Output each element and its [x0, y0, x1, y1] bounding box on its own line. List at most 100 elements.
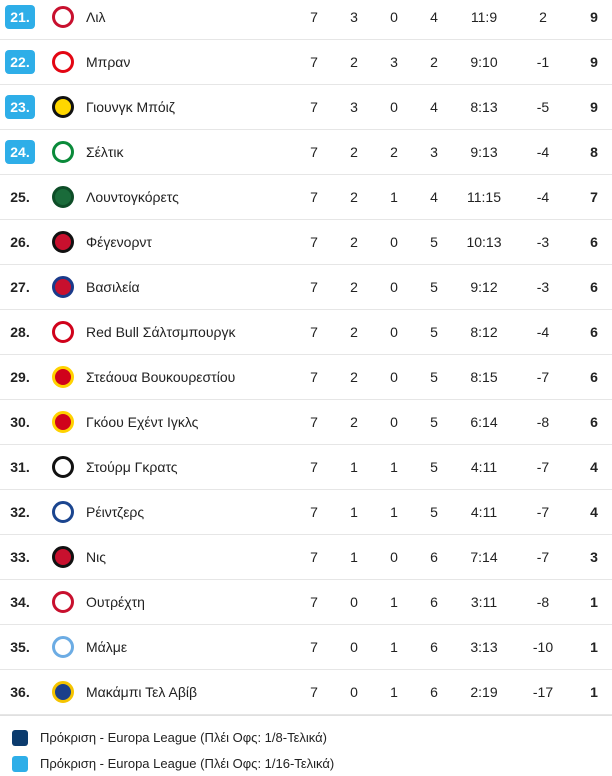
stat-cell: 8:12 — [470, 324, 498, 340]
team-name: Λουντογκόρετς — [86, 189, 179, 205]
stat-cell: 6:14 — [470, 414, 498, 430]
team-logo — [52, 636, 74, 658]
stat-cell: 0 — [390, 369, 398, 385]
stat-cell: -7 — [536, 459, 550, 475]
stat-cell: 9 — [590, 99, 598, 115]
table-row: 36. Μακάμπι Τελ Αβίβ 7 0 1 6 2:19 -17 1 — [0, 670, 612, 715]
stat-cell: 8:13 — [470, 99, 498, 115]
rank-badge: 26. — [10, 234, 30, 250]
stat-cell: -17 — [532, 684, 554, 700]
stat-cell: 7 — [310, 639, 318, 655]
team-name: Σέλτικ — [86, 144, 124, 160]
rank-badge: 22. — [5, 50, 35, 74]
stat-cell: 6 — [430, 549, 438, 565]
rank-badge: 23. — [5, 95, 35, 119]
stat-cell: 6 — [590, 234, 598, 250]
stat-cell: 1 — [350, 504, 358, 520]
stat-cell: 5 — [430, 504, 438, 520]
rank-badge: 34. — [10, 594, 30, 610]
stat-cell: 9 — [590, 54, 598, 70]
team-name: Μακάμπι Τελ Αβίβ — [86, 684, 198, 700]
stat-cell: 2 — [350, 54, 358, 70]
stat-cell: 7 — [310, 9, 318, 25]
team-name: Red Bull Σάλτσμπουργκ — [86, 324, 236, 340]
stat-cell: 7 — [310, 189, 318, 205]
stat-cell: 9 — [590, 9, 598, 25]
team-name: Γιουνγκ Μπόιζ — [86, 99, 175, 115]
table-row: 31. Στούρμ Γκρατς 7 1 1 5 4:11 -7 4 — [0, 445, 612, 490]
stat-cell: 4 — [590, 504, 598, 520]
stat-cell: 2:19 — [470, 684, 498, 700]
table-row: 30. Γκόου Εχέντ Ιγκλς 7 2 0 5 6:14 -8 6 — [0, 400, 612, 445]
team-logo — [52, 411, 74, 433]
stat-cell: 1 — [390, 459, 398, 475]
rank-badge: 33. — [10, 549, 30, 565]
team-logo — [52, 96, 74, 118]
table-row: 27. Βασιλεία 7 2 0 5 9:12 -3 6 — [0, 265, 612, 310]
rank-badge: 28. — [10, 324, 30, 340]
team-name: Μπραν — [86, 54, 131, 70]
stat-cell: 6 — [430, 684, 438, 700]
table-row: 26. Φέγενορντ 7 2 0 5 10:13 -3 6 — [0, 220, 612, 265]
stat-cell: -7 — [536, 504, 550, 520]
stat-cell: 1 — [590, 594, 598, 610]
stat-cell: 2 — [350, 414, 358, 430]
team-name: Νις — [86, 549, 106, 565]
stat-cell: 1 — [350, 549, 358, 565]
rank-badge: 24. — [5, 140, 35, 164]
stat-cell: 6 — [590, 324, 598, 340]
stat-cell: 5 — [430, 414, 438, 430]
team-logo — [52, 366, 74, 388]
stat-cell: 7 — [310, 594, 318, 610]
stat-cell: 5 — [430, 234, 438, 250]
legend-swatch — [12, 756, 28, 772]
stat-cell: 9:10 — [470, 54, 498, 70]
stat-cell: -8 — [536, 594, 550, 610]
team-logo — [52, 231, 74, 253]
stat-cell: 2 — [350, 279, 358, 295]
stat-cell: 11:15 — [467, 189, 501, 205]
stat-cell: 7 — [310, 324, 318, 340]
table-row: 23. Γιουνγκ Μπόιζ 7 3 0 4 8:13 -5 9 — [0, 85, 612, 130]
stat-cell: -4 — [536, 324, 550, 340]
stat-cell: 3 — [590, 549, 598, 565]
team-logo — [52, 276, 74, 298]
stat-cell: 2 — [539, 9, 547, 25]
stat-cell: 1 — [390, 639, 398, 655]
stat-cell: 0 — [390, 234, 398, 250]
stat-cell: -5 — [536, 99, 550, 115]
stat-cell: 0 — [390, 414, 398, 430]
rank-badge: 25. — [10, 189, 30, 205]
legend-text: Πρόκριση - Europa League (Πλέι Οφς: 1/8-… — [40, 730, 327, 745]
team-logo — [52, 546, 74, 568]
stat-cell: 7 — [310, 99, 318, 115]
stat-cell: 7 — [310, 54, 318, 70]
stat-cell: 1 — [390, 594, 398, 610]
team-name: Γκόου Εχέντ Ιγκλς — [86, 414, 199, 430]
stat-cell: -3 — [536, 234, 550, 250]
stat-cell: 1 — [390, 189, 398, 205]
team-name: Φέγενορντ — [86, 234, 152, 250]
rank-badge: 21. — [5, 5, 35, 29]
stat-cell: 0 — [350, 684, 358, 700]
stat-cell: 0 — [390, 549, 398, 565]
stat-cell: 6 — [590, 414, 598, 430]
table-row: 21. Λιλ 7 3 0 4 11:9 2 9 — [0, 0, 612, 40]
team-logo — [52, 681, 74, 703]
team-logo — [52, 591, 74, 613]
team-logo — [52, 321, 74, 343]
stat-cell: 1 — [390, 504, 398, 520]
stat-cell: 10:13 — [466, 234, 502, 250]
stat-cell: 8 — [590, 144, 598, 160]
stat-cell: 6 — [590, 369, 598, 385]
stat-cell: 4 — [590, 459, 598, 475]
stat-cell: 2 — [350, 189, 358, 205]
stat-cell: 3 — [430, 144, 438, 160]
stat-cell: 3:13 — [470, 639, 498, 655]
rank-badge: 27. — [10, 279, 30, 295]
stat-cell: 0 — [390, 99, 398, 115]
table-row: 25. Λουντογκόρετς 7 2 1 4 11:15 -4 7 — [0, 175, 612, 220]
stat-cell: 0 — [350, 594, 358, 610]
stat-cell: 3 — [350, 99, 358, 115]
